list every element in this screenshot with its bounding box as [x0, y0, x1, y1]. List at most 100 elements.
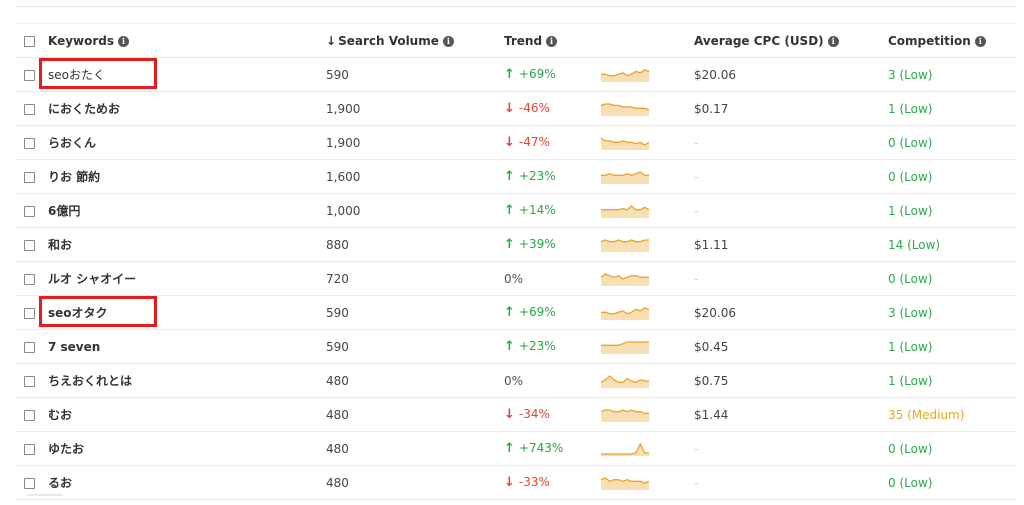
table-row[interactable]: seoオタク 590 ↑ +69% $20.06 3 (Low): [16, 296, 1016, 330]
competition-value: 0 (Low): [888, 271, 933, 286]
keyword-cell[interactable]: りお 節約: [48, 160, 326, 194]
keyword-text[interactable]: 7 seven: [48, 339, 101, 354]
keyword-text[interactable]: seoおたく: [48, 68, 105, 82]
column-header-competition[interactable]: Competition i: [888, 24, 1016, 58]
search-volume-cell: 590: [326, 330, 504, 364]
row-checkbox[interactable]: [24, 273, 35, 285]
keyword-cell[interactable]: らおくん: [48, 126, 326, 160]
select-all-checkbox[interactable]: [24, 35, 35, 47]
keyword-text[interactable]: ゆたお: [48, 442, 85, 456]
trend-percent: -33%: [518, 475, 550, 489]
trend-percent: +14%: [518, 203, 556, 217]
trend-down-arrow-icon: ↓: [504, 135, 515, 150]
keyword-cell[interactable]: ゆたお: [48, 432, 326, 466]
table-row[interactable]: 和お 880 ↑ +39% $1.11 14 (Low): [16, 228, 1016, 262]
search-volume-value: 590: [326, 305, 349, 320]
sparkline-line: [600, 476, 650, 484]
keyword-text[interactable]: りお 節約: [48, 170, 101, 184]
row-checkbox[interactable]: [24, 307, 35, 319]
row-checkbox[interactable]: [24, 137, 35, 149]
trend-change: ↑ +14%: [504, 203, 600, 218]
row-checkbox[interactable]: [24, 409, 35, 421]
column-header-trend[interactable]: Trend i: [504, 24, 694, 58]
keyword-cell[interactable]: におくためお: [48, 92, 326, 126]
cpc-header-label: Average CPC (USD): [694, 33, 824, 48]
keyword-cell[interactable]: むお: [48, 398, 326, 432]
table-row[interactable]: ルオ シャオイー 720 0% - 0 (Low): [16, 262, 1016, 296]
table-row[interactable]: ちえおくれとは 480 0% $0.75 1 (Low): [16, 364, 1016, 398]
trend-up-arrow-icon: ↑: [504, 339, 515, 354]
row-checkbox[interactable]: [24, 477, 35, 489]
trend-sparkline: [600, 102, 650, 116]
competition-cell: 1 (Low): [888, 330, 1016, 364]
keyword-cell[interactable]: 和お: [48, 228, 326, 262]
info-icon[interactable]: i: [546, 35, 558, 47]
table-row[interactable]: 6億円 1,000 ↑ +14% - 1 (Low): [16, 194, 1016, 228]
info-icon[interactable]: i: [827, 35, 839, 47]
table-row[interactable]: 7 seven 590 ↑ +23% $0.45 1 (Low): [16, 330, 1016, 364]
keyword-text[interactable]: 6億円: [48, 204, 81, 218]
keyword-text[interactable]: ちえおくれとは: [48, 374, 133, 388]
row-checkbox[interactable]: [24, 341, 35, 353]
table-row[interactable]: ゆたお 480 ↑ +743% - 0 (Low): [16, 432, 1016, 466]
trend-sparkline: [600, 272, 649, 286]
sparkline-area: [601, 103, 649, 116]
info-icon[interactable]: i: [974, 35, 986, 47]
keyword-text[interactable]: らおくん: [48, 136, 97, 150]
trend-up-arrow-icon: ↑: [504, 203, 515, 218]
table-row[interactable]: るお 480 ↓ -33% - 0 (Low): [16, 466, 1016, 500]
sparkline-area: [601, 341, 649, 354]
sparkline-line: [600, 102, 650, 110]
search-volume-cell: 480: [326, 398, 504, 432]
row-checkbox[interactable]: [24, 171, 35, 183]
search-volume-cell: 590: [326, 58, 504, 92]
row-checkbox[interactable]: [24, 103, 35, 115]
table-row[interactable]: seoおたく 590 ↑ +69% $20.06 3 (Low): [16, 58, 1016, 92]
keyword-text[interactable]: 和お: [48, 238, 73, 252]
keyword-text[interactable]: seoオタク: [48, 306, 108, 320]
search-volume-cell: 480: [326, 364, 504, 398]
competition-cell: 0 (Low): [888, 126, 1016, 160]
cpc-value: $20.06: [694, 67, 736, 82]
table-row[interactable]: りお 節約 1,600 ↑ +23% - 0 (Low): [16, 160, 1016, 194]
keyword-cell[interactable]: ちえおくれとは: [48, 364, 326, 398]
keyword-cell[interactable]: るお: [48, 466, 326, 500]
keyword-text[interactable]: むお: [48, 408, 73, 422]
sparkline-line: [601, 170, 649, 176]
row-checkbox[interactable]: [24, 69, 35, 81]
competition-cell: 3 (Low): [888, 296, 1016, 330]
info-icon[interactable]: i: [442, 35, 454, 47]
row-checkbox[interactable]: [24, 205, 35, 217]
row-select-cell: [16, 58, 48, 92]
row-select-cell: [16, 466, 48, 500]
table-row[interactable]: におくためお 1,900 ↓ -46% $0.17 1 (Low): [16, 92, 1016, 126]
row-checkbox[interactable]: [24, 239, 35, 251]
table-row[interactable]: むお 480 ↓ -34% $1.44 35 (Medium): [16, 398, 1016, 432]
keyword-cell[interactable]: 7 seven: [48, 330, 326, 364]
column-header-search-volume[interactable]: ↓ Search Volume i: [326, 24, 504, 58]
keyword-text[interactable]: ルオ シャオイー: [48, 272, 137, 286]
search-volume-cell: 880: [326, 228, 504, 262]
info-icon[interactable]: i: [118, 35, 130, 47]
trend-sparkline: [600, 408, 649, 422]
trend-cell: 0%: [504, 262, 694, 296]
sort-down-arrow-icon[interactable]: ↓: [326, 33, 337, 48]
search-volume-cell: 1,900: [326, 92, 504, 126]
keyword-text[interactable]: るお: [48, 476, 73, 490]
keyword-cell[interactable]: 6億円: [48, 194, 326, 228]
competition-value: 0 (Low): [888, 135, 933, 150]
table-row[interactable]: らおくん 1,900 ↓ -47% - 0 (Low): [16, 126, 1016, 160]
row-checkbox[interactable]: [24, 375, 35, 387]
keyword-text[interactable]: におくためお: [48, 102, 121, 116]
keyword-cell[interactable]: seoおたく: [48, 58, 326, 92]
column-header-average-cpc[interactable]: Average CPC (USD) i: [694, 24, 888, 58]
keyword-cell[interactable]: ルオ シャオイー: [48, 262, 326, 296]
trend-up-arrow-icon: ↑: [504, 441, 515, 456]
row-select-cell: [16, 92, 48, 126]
keyword-cell[interactable]: seoオタク: [48, 296, 326, 330]
competition-cell: 0 (Low): [888, 466, 1016, 500]
trend-change: 0%: [504, 272, 600, 286]
trend-sparkline: [601, 442, 649, 456]
row-checkbox[interactable]: [24, 443, 35, 455]
column-header-keywords[interactable]: Keywords i: [48, 24, 326, 58]
